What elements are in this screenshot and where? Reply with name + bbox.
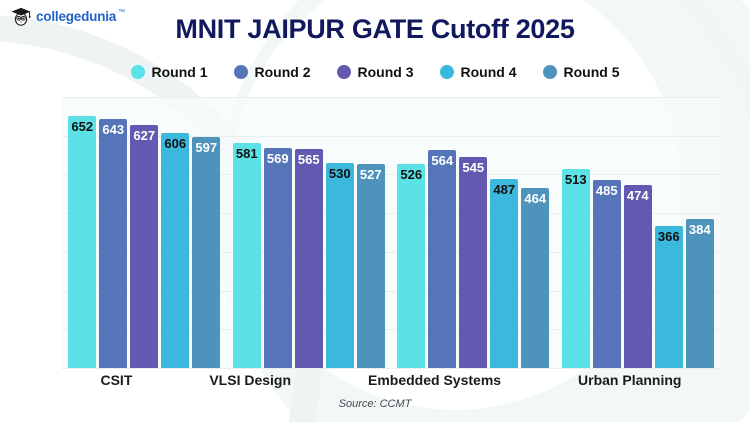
x-axis-label: Embedded Systems [368, 372, 502, 388]
bar[interactable]: 464 [521, 188, 550, 368]
bar[interactable]: 485 [592, 180, 621, 368]
legend-item-2[interactable]: Round 2 [233, 64, 311, 80]
legend-swatch-icon [336, 65, 351, 79]
bar-value-label: 384 [688, 222, 711, 238]
bar[interactable]: 384 [685, 219, 714, 368]
gridline [62, 368, 720, 369]
legend-item-5[interactable]: Round 5 [542, 64, 620, 80]
legend-label: Round 2 [254, 64, 311, 80]
bar-value-label: 569 [266, 150, 289, 166]
graduation-cap-owl-icon [11, 7, 31, 26]
legend-label: Round 1 [151, 64, 208, 80]
source-note: Source: CCMT [338, 398, 412, 410]
bar-group: 581 569 565 530 527 [232, 97, 385, 368]
x-axis-label: CSIT [100, 372, 133, 388]
legend-item-1[interactable]: Round 1 [130, 64, 208, 80]
legend-swatch-icon [542, 65, 557, 79]
bar[interactable]: 527 [356, 163, 385, 368]
bar-value-label: 565 [297, 152, 320, 168]
bar[interactable]: 513 [561, 169, 590, 368]
bar-value-label: 606 [164, 136, 187, 152]
bar-value-label: 526 [400, 167, 423, 183]
bar-value-label: 530 [328, 165, 351, 181]
trademark-symbol: ™ [118, 9, 126, 16]
bar[interactable]: 569 [263, 147, 292, 368]
bar[interactable]: 652 [68, 115, 97, 368]
x-axis-label: Urban Planning [578, 372, 682, 388]
legend-swatch-icon [439, 65, 454, 79]
bar[interactable]: 366 [654, 226, 683, 368]
legend-swatch-icon [130, 65, 145, 79]
collegedunia-logo: collegedunia ™ [10, 6, 125, 26]
brand-name: collegedunia [36, 8, 117, 24]
bar-value-label: 485 [595, 183, 618, 199]
bar-value-label: 627 [133, 128, 156, 144]
bar[interactable]: 581 [232, 143, 261, 368]
bar-group: 652 643 627 606 597 [68, 97, 221, 368]
legend-label: Round 5 [563, 64, 620, 80]
bar-value-label: 643 [102, 122, 125, 138]
bar[interactable]: 565 [294, 149, 323, 368]
bar-value-label: 545 [462, 160, 485, 176]
bar-value-label: 527 [359, 166, 382, 182]
legend-item-4[interactable]: Round 4 [439, 64, 517, 80]
bar[interactable]: 474 [623, 184, 652, 368]
legend-swatch-icon [233, 65, 248, 79]
x-axis-label: VLSI Design [209, 372, 292, 388]
bar-groups: 652 643 627 606 597 581 569 565 530 527 526 564 545 4… [62, 97, 720, 368]
bar[interactable]: 627 [130, 125, 159, 368]
bar[interactable]: 530 [325, 162, 354, 368]
bar[interactable]: 643 [99, 119, 128, 368]
bar-value-label: 513 [564, 172, 587, 188]
bar[interactable]: 487 [490, 179, 519, 368]
bar-value-label: 564 [431, 152, 454, 168]
bar-value-label: 652 [71, 118, 94, 134]
bar[interactable]: 564 [428, 149, 457, 368]
x-axis-labels: CSIT VLSI Design Embedded Systems Urban Pla… [62, 372, 720, 388]
bar[interactable]: 606 [161, 133, 190, 368]
legend-item-3[interactable]: Round 3 [336, 64, 414, 80]
bar-value-label: 464 [524, 191, 547, 207]
bar-value-label: 581 [235, 146, 258, 162]
bar[interactable]: 597 [192, 136, 221, 368]
bar-value-label: 487 [493, 182, 516, 198]
bar-value-label: 474 [626, 187, 649, 203]
bar[interactable]: 545 [459, 157, 488, 368]
legend-label: Round 4 [460, 64, 517, 80]
bar-group: 513 485 474 366 384 [561, 97, 714, 368]
chart-legend: Round 1 Round 2 Round 3 Round 4 Round 5 [0, 64, 750, 80]
bar-group: 526 564 545 487 464 [397, 97, 550, 368]
bar[interactable]: 526 [397, 164, 426, 368]
bar-value-label: 597 [195, 139, 218, 155]
bar-value-label: 366 [657, 229, 680, 245]
legend-label: Round 3 [357, 64, 414, 80]
